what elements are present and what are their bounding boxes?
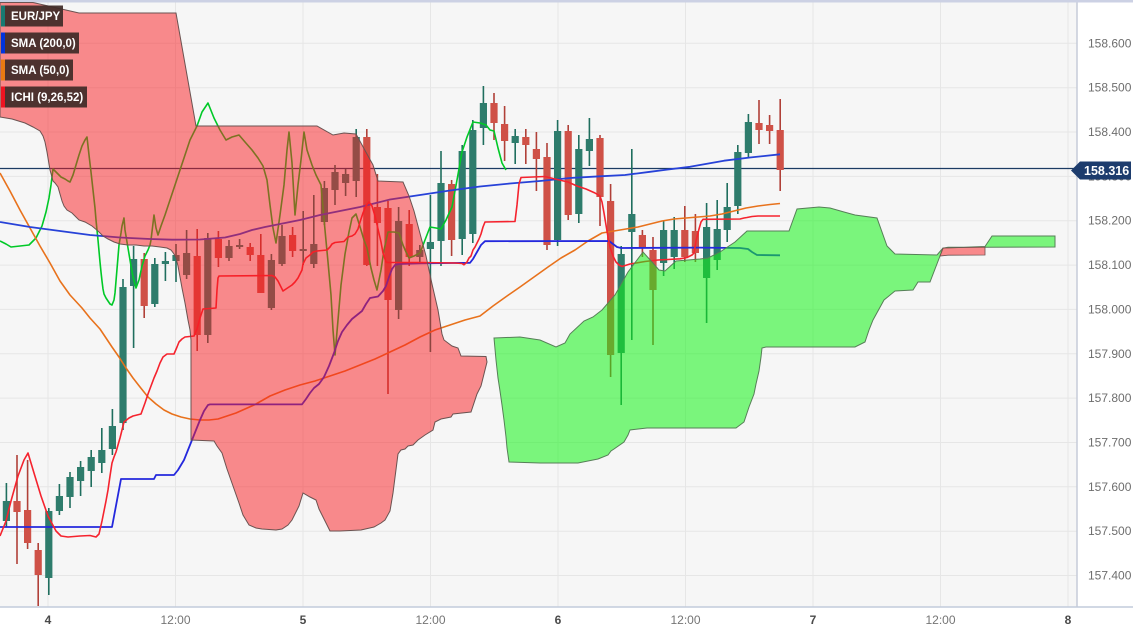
svg-text:157.500: 157.500 xyxy=(1088,524,1132,538)
svg-text:157.800: 157.800 xyxy=(1088,391,1132,405)
svg-text:SMA (50,0): SMA (50,0) xyxy=(11,65,70,77)
svg-text:158.100: 158.100 xyxy=(1088,258,1132,272)
svg-text:4: 4 xyxy=(45,613,52,627)
svg-text:12:00: 12:00 xyxy=(160,613,190,627)
svg-text:158.000: 158.000 xyxy=(1088,302,1132,316)
svg-text:158.316: 158.316 xyxy=(1084,164,1129,178)
svg-text:158.600: 158.600 xyxy=(1088,36,1132,50)
svg-text:EUR/JPY: EUR/JPY xyxy=(11,11,61,23)
svg-text:157.400: 157.400 xyxy=(1088,569,1132,583)
svg-text:157.900: 157.900 xyxy=(1088,347,1132,361)
svg-text:158.200: 158.200 xyxy=(1088,214,1132,228)
svg-text:6: 6 xyxy=(555,613,562,627)
svg-text:ICHI (9,26,52): ICHI (9,26,52) xyxy=(11,92,83,104)
svg-text:12:00: 12:00 xyxy=(925,613,955,627)
svg-text:157.700: 157.700 xyxy=(1088,436,1132,450)
svg-text:12:00: 12:00 xyxy=(670,613,700,627)
svg-text:158.400: 158.400 xyxy=(1088,125,1132,139)
svg-text:158.500: 158.500 xyxy=(1088,81,1132,95)
svg-text:SMA (200,0): SMA (200,0) xyxy=(11,38,76,50)
svg-text:12:00: 12:00 xyxy=(415,613,445,627)
svg-text:5: 5 xyxy=(300,613,307,627)
svg-text:8: 8 xyxy=(1065,613,1072,627)
svg-text:157.600: 157.600 xyxy=(1088,480,1132,494)
svg-text:7: 7 xyxy=(810,613,817,627)
